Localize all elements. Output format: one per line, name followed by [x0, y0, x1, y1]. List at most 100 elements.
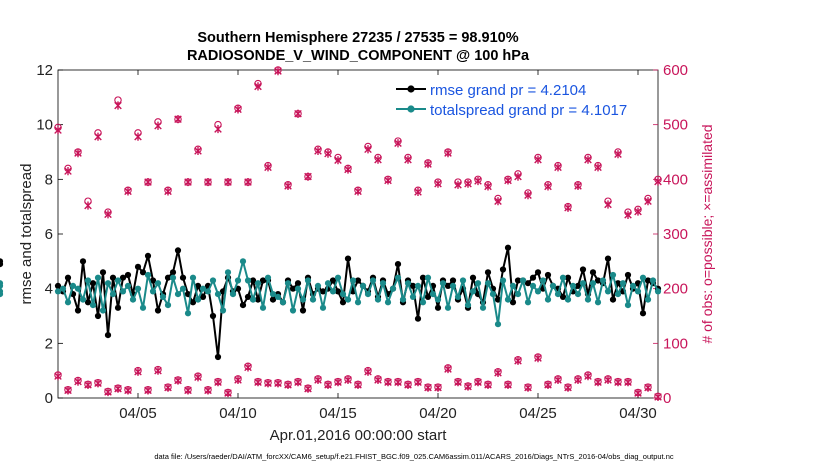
totalspread-point: [444, 304, 452, 311]
obs-assimilated-marker: [194, 146, 202, 156]
obs-assimilated-marker: [384, 176, 392, 185]
totalspread-point: [419, 299, 427, 306]
totalspread-point: [384, 299, 392, 306]
x-tick-label: 04/30: [619, 405, 657, 422]
obs-assimilated-marker: [144, 177, 152, 187]
obs-assimilated-marker: [374, 155, 382, 164]
obs-assimilated-marker: [324, 380, 332, 389]
totalspread-point: [294, 285, 302, 292]
obs-assimilated-marker: [474, 176, 482, 186]
obs-assimilated-marker: [84, 380, 92, 389]
totalspread-point: [54, 288, 62, 295]
totalspread-point: [64, 299, 72, 306]
totalspread-point: [519, 277, 527, 284]
obs-assimilated-marker: [544, 380, 552, 389]
totalspread-point: [639, 274, 647, 281]
rmse-point: [79, 258, 87, 265]
obs-assimilated-marker: [414, 378, 422, 387]
obs-assimilated-marker: [614, 378, 622, 387]
totalspread-point: [269, 291, 277, 298]
obs-assimilated-marker: [574, 181, 582, 190]
obs-assimilated-marker: [134, 367, 142, 376]
totalspread-point: [484, 280, 492, 287]
totalspread-point: [494, 321, 502, 328]
obs-assimilated-marker: [134, 132, 142, 141]
totalspread-point: [599, 277, 607, 284]
rmse-point: [249, 277, 257, 284]
totalspread-point: [334, 274, 342, 281]
obs-assimilated-marker: [574, 375, 582, 385]
obs-assimilated-marker: [524, 191, 532, 200]
totalspread-point: [609, 271, 617, 279]
obs-assimilated-marker: [564, 203, 572, 212]
obs-assimilated-marker: [344, 375, 352, 385]
rmse-point: [259, 277, 267, 284]
rmse-point: [329, 277, 337, 284]
totalspread-point: [539, 277, 547, 284]
totalspread-point: [414, 282, 422, 289]
y-axis-left: 0 2 4 6 8 10 12: [36, 62, 63, 407]
totalspread-point: [474, 280, 482, 287]
obs-assimilated-marker: [454, 378, 462, 387]
totalspread-point: [169, 274, 177, 281]
obs-assimilated-marker: [514, 356, 522, 365]
rmse-point: [194, 282, 202, 289]
totalspread-point: [79, 296, 87, 303]
obs-assimilated-marker: [364, 145, 372, 154]
obs-assimilated-marker: [294, 378, 302, 387]
obs-assimilated-marker: [484, 380, 492, 389]
rmse-point: [424, 293, 432, 300]
obs-assimilated-marker: [104, 210, 112, 219]
obs-assimilated-marker: [184, 177, 192, 187]
obs-assimilated-marker: [244, 363, 252, 372]
obs-assimilated-marker: [584, 372, 592, 381]
rmse-point: [164, 274, 172, 281]
totalspread-point: [0, 288, 4, 295]
rmse-point: [294, 280, 302, 287]
obs-assimilated-marker: [254, 378, 262, 387]
totalspread-point: [234, 277, 242, 284]
totalspread-point: [214, 291, 222, 298]
totalspread-point: [129, 296, 137, 303]
x-tick-label: 04/20: [419, 405, 457, 422]
rmse-point: [344, 255, 352, 262]
rmse-point: [514, 277, 522, 284]
rmse-point: [524, 280, 532, 287]
obs-assimilated-marker: [184, 386, 192, 395]
y-tick-label: 6: [45, 226, 53, 243]
rmse-point: [624, 271, 632, 279]
obs-assimilated-marker: [554, 163, 562, 172]
totalspread-point: [594, 299, 602, 306]
chart-title-line2: RADIOSONDE_V_WIND_COMPONENT @ 100 hPa: [187, 48, 530, 64]
totalspread-point: [124, 282, 132, 289]
totalspread-point: [544, 296, 552, 303]
obs-assimilated-marker: [654, 392, 662, 402]
totalspread-point: [139, 304, 147, 311]
rmse-point: [174, 247, 182, 254]
totalspread-point: [469, 288, 477, 295]
obs-assimilated-marker: [74, 148, 82, 158]
obs-assimilated-marker: [234, 105, 242, 114]
obs-assimilated-marker: [414, 187, 422, 197]
rmse-point: [579, 266, 587, 273]
obs-assimilated-marker: [324, 149, 332, 158]
rmse-point: [144, 252, 152, 259]
obs-assimilated-marker: [444, 148, 452, 158]
totalspread-point: [404, 280, 412, 287]
obs-assimilated-marker: [204, 177, 212, 187]
legend: rmse grand pr = 4.2104 totalspread grand…: [396, 82, 627, 119]
obs-assimilated-marker: [114, 101, 122, 110]
totalspread-point: [509, 282, 517, 289]
totalspread-point: [369, 277, 377, 284]
totalspread-point: [324, 280, 332, 287]
obs-assimilated-marker: [94, 379, 102, 388]
rmse-point: [319, 288, 327, 295]
rmse-point: [339, 299, 347, 306]
totalspread-point: [529, 282, 537, 289]
obs-assimilated-marker: [64, 167, 72, 176]
obs-assimilated-marker: [74, 377, 82, 386]
obs-assimilated-marker: [224, 177, 232, 187]
totalspread-point: [224, 269, 232, 276]
totalspread-point: [629, 282, 637, 289]
rmse-point: [414, 315, 422, 322]
